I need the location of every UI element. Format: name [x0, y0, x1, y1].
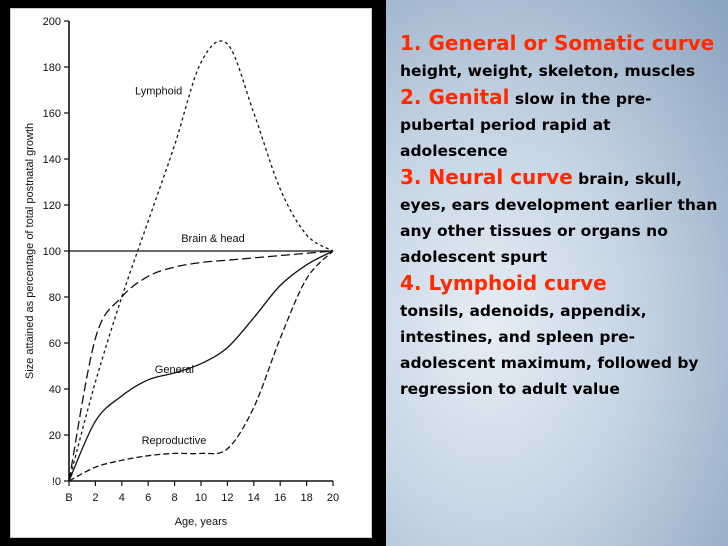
growth-chart-panel: !0 20 40 60 80 100 120 140 160 180 200 B 2 4 6 8 10 12 14 1…	[10, 8, 372, 538]
series-label: Lymphoid	[135, 86, 182, 98]
note-neural-heading: 3. Neural curve	[400, 165, 573, 189]
x-tick-label: 20	[327, 492, 339, 504]
x-tick-label: 10	[195, 492, 207, 504]
note-general: 1. General or Somatic curve height, weig…	[400, 30, 722, 84]
note-general-heading: 1. General or Somatic curve	[400, 31, 715, 55]
x-tick-label: 16	[274, 492, 286, 504]
y-tick-label: 80	[49, 292, 61, 304]
y-tick-label: !0	[52, 476, 61, 488]
y-tick-label: 160	[43, 108, 61, 120]
series-label: General	[155, 364, 194, 376]
y-tick-label: 40	[49, 384, 61, 396]
x-tick-label: B	[65, 492, 72, 504]
note-genital-heading: 2. Genital	[400, 85, 510, 109]
notes-panel: 1. General or Somatic curve height, weig…	[380, 0, 728, 546]
note-genital: 2. Genital slow in the pre-pubertal peri…	[400, 84, 722, 164]
note-neural-text: brain, skull, eyes, ears development ear…	[400, 170, 718, 266]
y-tick-label: 140	[43, 154, 61, 166]
y-tick-label: 200	[43, 16, 61, 28]
series-label: Reproductive	[142, 435, 207, 447]
note-neural: 3. Neural curve brain, skull, eyes, ears…	[400, 164, 722, 270]
series-line-lymphoid	[68, 40, 334, 482]
x-tick-label: 18	[300, 492, 312, 504]
y-axis-label: Size attained as percentage of total pos…	[24, 123, 36, 379]
x-tick-label: 2	[92, 492, 98, 504]
series-line-brain-head	[68, 250, 334, 482]
y-tick-label: 100	[43, 246, 61, 258]
y-tick-label: 20	[49, 430, 61, 442]
y-tick-label: 120	[43, 200, 61, 212]
note-lymphoid-heading: 4. Lymphoid curve	[400, 271, 607, 295]
x-tick-label: 14	[248, 492, 260, 504]
note-lymphoid-text: tonsils, adenoids, appendix, intestines,…	[400, 302, 699, 398]
x-axis-label: Age, years	[175, 516, 228, 528]
x-tick-label: 12	[221, 492, 233, 504]
x-tick-label: 6	[145, 492, 151, 504]
note-lymphoid: 4. Lymphoid curve tonsils, adenoids, appe…	[400, 270, 722, 402]
note-general-text: height, weight, skeleton, muscles	[400, 62, 696, 80]
x-tick-label: 8	[172, 492, 178, 504]
series-label: Brain & head	[181, 233, 245, 245]
y-tick-label: 60	[49, 338, 61, 350]
note-genital-text: slow in the pre-pubertal period rapid at…	[400, 90, 652, 160]
growth-chart: !0 20 40 60 80 100 120 140 160 180 200 B 2 4 6 8 10 12 14 1…	[24, 16, 339, 528]
series-line-general	[68, 250, 334, 482]
y-tick-label: 180	[43, 62, 61, 74]
x-tick-label: 4	[119, 492, 125, 504]
series-line-reproductive	[68, 250, 334, 482]
